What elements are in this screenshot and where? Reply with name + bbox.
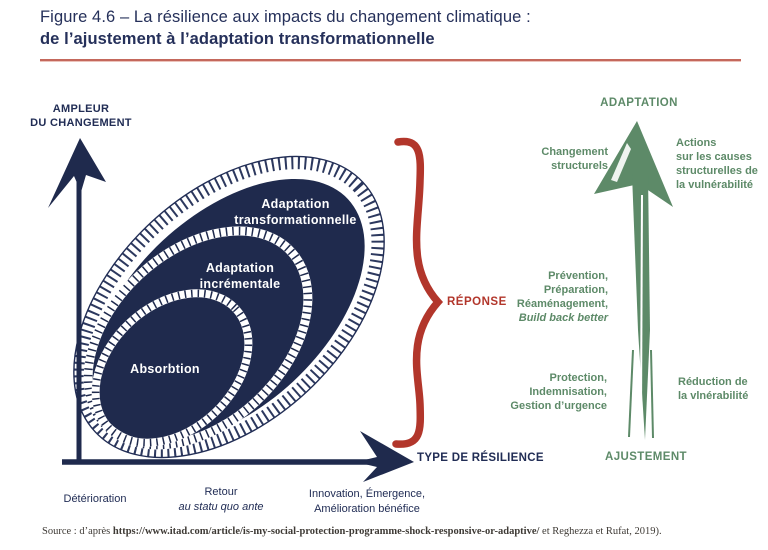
x-tick-deterioration: Détérioration (63, 493, 127, 505)
y-axis-label-line1: AMPLEUR (52, 103, 110, 115)
x-axis-arrow (62, 431, 414, 482)
source-line: Source : d’après https://www.itad.com/ar… (42, 526, 742, 537)
item-line: Changement (541, 146, 608, 158)
label-line: Adaptation (261, 197, 330, 211)
ellipse-ring-absorbtion (91, 289, 253, 447)
label-line: incrémentale (199, 276, 281, 291)
y-axis-label: AMPLEUR DU CHANGEMENT (24, 102, 138, 130)
item-prevention: Prévention, Préparation, Réaménagement, … (468, 269, 608, 325)
item-line: Actions (676, 137, 717, 149)
source-suffix: et Reghezza et Rufat, 2019). (539, 526, 662, 537)
item-changement-structurels: Changement structurels (500, 145, 608, 173)
item-line: la vulnérabilité (676, 179, 754, 191)
figure-title: Figure 4.6 – La résilience aux impacts d… (40, 7, 531, 50)
adaptation-arrow (594, 121, 673, 440)
item-line: Réduction de (678, 376, 748, 388)
label-absorbtion: Absorbtion (115, 362, 215, 378)
response-label: RÉPONSE (447, 296, 507, 308)
title-underline (40, 59, 741, 62)
item-line: Prévention, (548, 270, 608, 282)
source-prefix: Source : d’après (42, 526, 113, 537)
x-tick-retour: Retour au statu quo ante (151, 485, 291, 514)
ellipse-transformationnelle (91, 178, 365, 444)
ajustement-caption: AJUSTEMENT (605, 451, 687, 463)
label-adaptation-incrementale: Adaptation incrémentale (174, 261, 306, 292)
item-line: sur les causes (676, 151, 752, 163)
item-line: structurels (551, 160, 608, 172)
tick-line: Innovation, Émergence, (308, 488, 426, 500)
figure-title-line1: Figure 4.6 – La résilience aux impacts d… (40, 8, 531, 26)
y-axis-label-line2: DU CHANGEMENT (30, 117, 132, 129)
figure-title-line2: de l’ajustement à l’adaptation transform… (40, 29, 435, 48)
item-line: Indemnisation, (529, 386, 607, 398)
y-axis-arrow (48, 138, 106, 464)
item-line: structurelles de (676, 165, 758, 177)
label-line: Absorbtion (130, 362, 200, 376)
adaptation-caption: ADAPTATION (600, 97, 678, 109)
tick-line: Retour (204, 486, 238, 498)
tick-line-italic: au statu quo ante (178, 500, 264, 513)
item-actions-causes: Actions sur les causes structurelles de … (676, 136, 768, 192)
item-line-italic: Build back better (518, 312, 608, 324)
item-line: Gestion d’urgence (510, 400, 607, 412)
item-protection: Protection, Indemnisation, Gestion d’urg… (467, 371, 607, 413)
response-brace (392, 137, 444, 448)
label-line: Adaptation (205, 261, 275, 275)
item-line: la vlnérabilité (678, 390, 749, 402)
item-line: Préparation, (543, 284, 608, 296)
item-line: Réaménagement, (516, 298, 608, 310)
source-link[interactable]: https://www.itad.com/article/is-my-socia… (112, 526, 540, 537)
item-reduction-vulnerabilite: Réduction de la vlnérabilité (678, 375, 768, 403)
label-line: transformationnelle (234, 212, 357, 227)
x-axis-label: TYPE DE RÉSILIENCE (417, 452, 544, 464)
tick-line: Amélioration bénéfice (314, 502, 420, 515)
label-adaptation-transformationnelle: Adaptation transformationnelle (213, 197, 378, 228)
item-line: Protection, (549, 372, 607, 384)
x-tick-innovation: Innovation, Émergence, Amélioration béné… (288, 487, 446, 516)
